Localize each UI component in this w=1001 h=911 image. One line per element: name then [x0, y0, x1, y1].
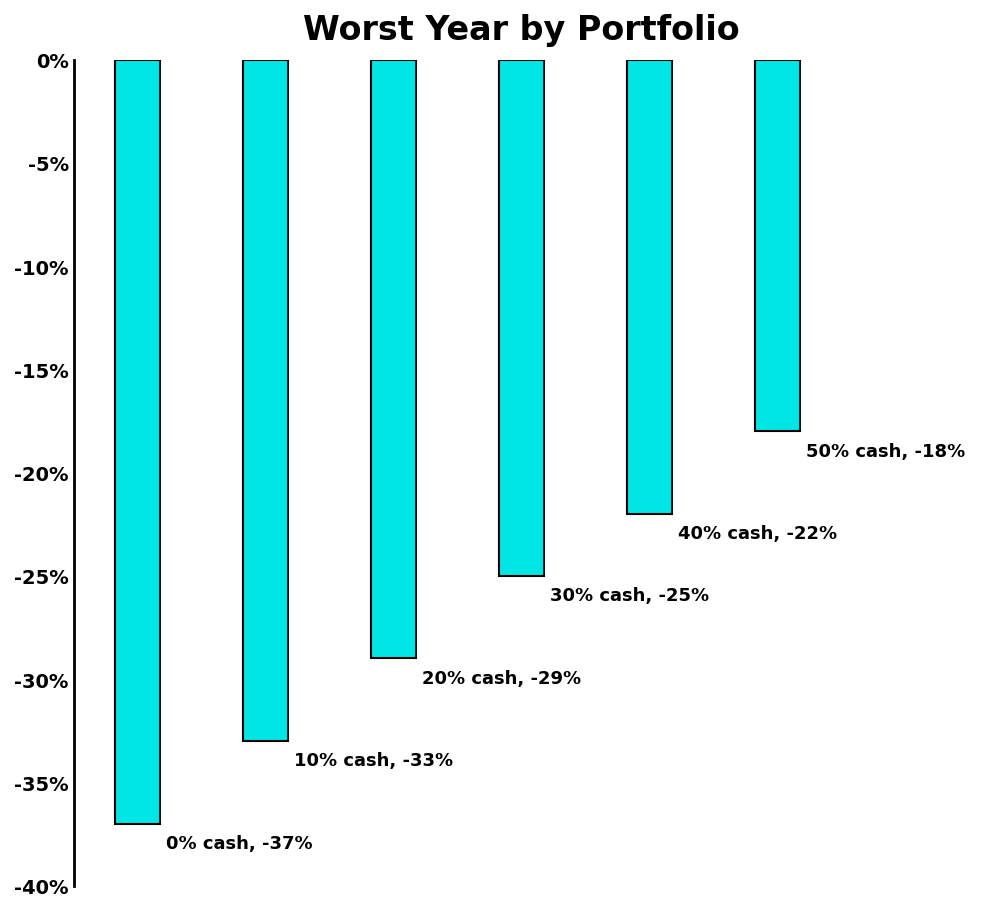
- Bar: [243, 61, 288, 742]
- Text: 20% cash, -29%: 20% cash, -29%: [421, 669, 581, 687]
- Text: 0% cash, -37%: 0% cash, -37%: [166, 834, 312, 852]
- Text: 30% cash, -25%: 30% cash, -25%: [550, 587, 709, 605]
- Text: 40% cash, -22%: 40% cash, -22%: [678, 525, 837, 543]
- Bar: [371, 61, 416, 659]
- Text: 50% cash, -18%: 50% cash, -18%: [806, 442, 965, 460]
- Bar: [115, 61, 160, 824]
- Bar: [499, 61, 544, 577]
- Text: 10% cash, -33%: 10% cash, -33%: [293, 752, 452, 770]
- Bar: [756, 61, 800, 432]
- Title: Worst Year by Portfolio: Worst Year by Portfolio: [303, 14, 740, 46]
- Bar: [628, 61, 672, 515]
